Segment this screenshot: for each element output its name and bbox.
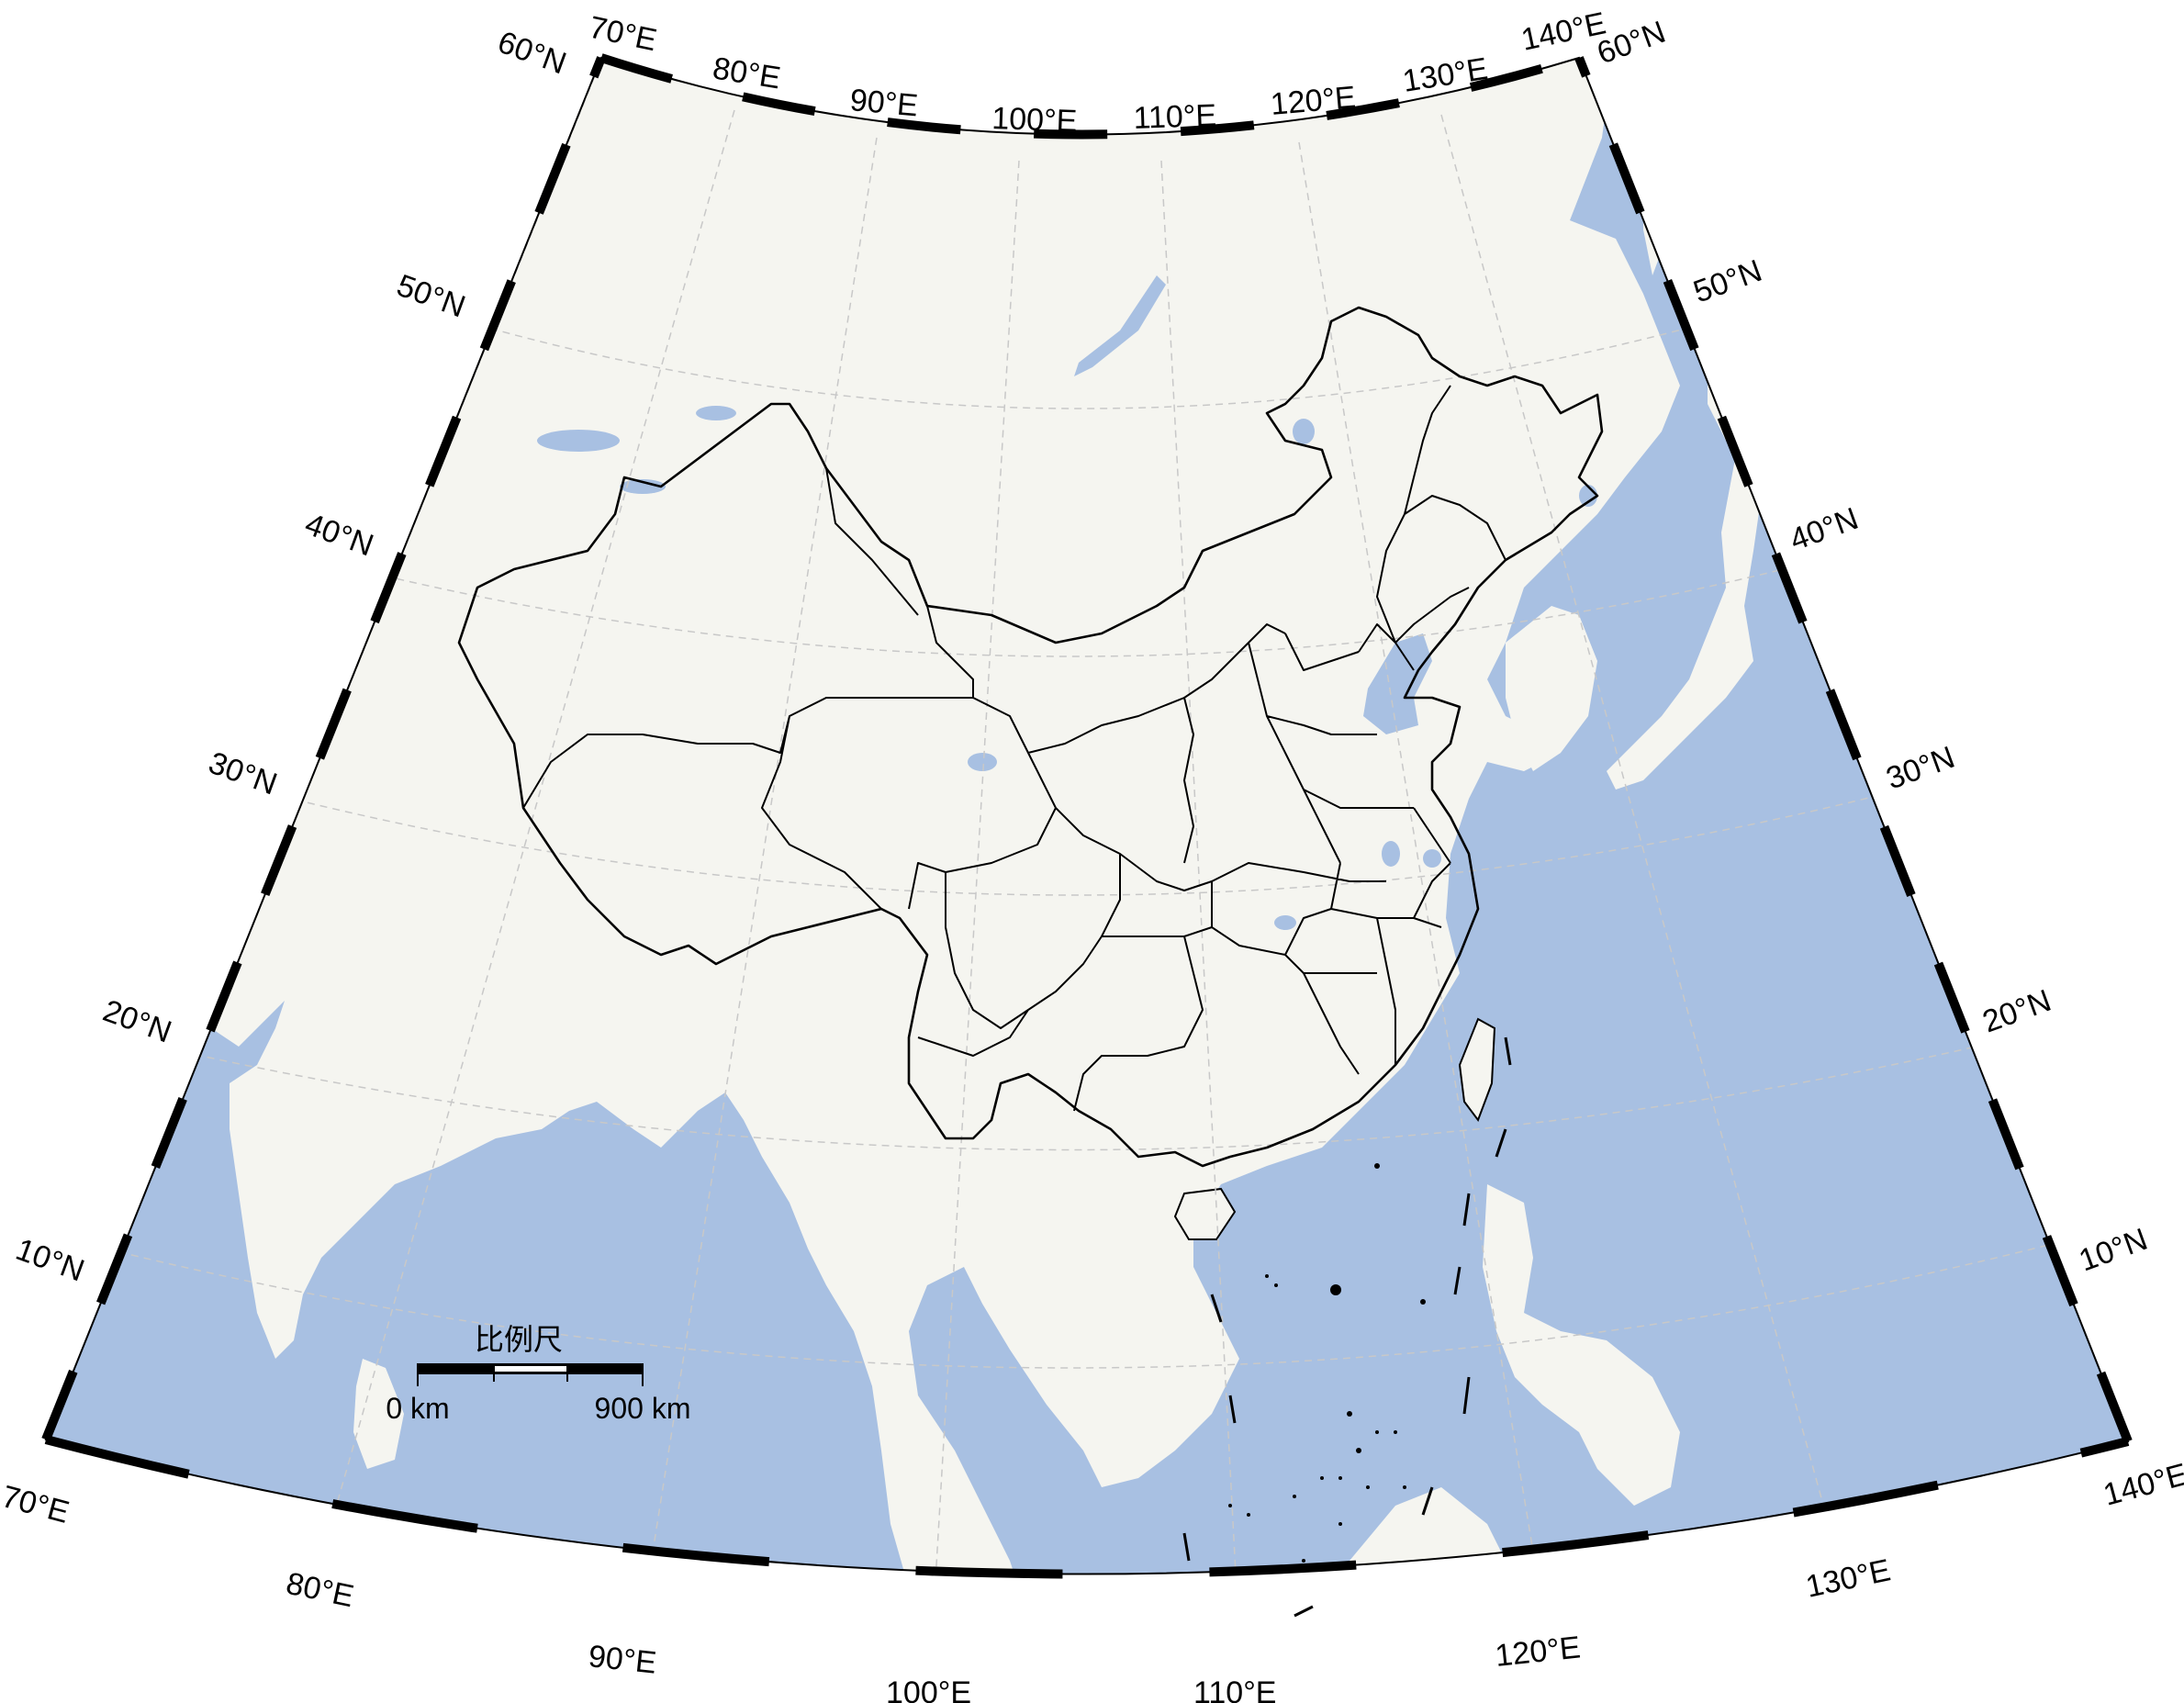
lake-zaysan [696, 406, 736, 420]
lon-label-top-110: 110°E [1133, 98, 1217, 136]
lat-label-right-50: 50°N [1689, 253, 1766, 310]
lake-balkhash [537, 430, 620, 452]
china-borders [457, 306, 1604, 1168]
bohai-sea [1363, 633, 1432, 734]
scale-bar: 比例尺 0 km 900 km [386, 1322, 690, 1425]
land-hainan [1173, 1187, 1237, 1240]
lon-label-80: 80°E [283, 1566, 356, 1615]
lon-label-100: 100°E [886, 1675, 971, 1703]
scale-bar-title: 比例尺 [475, 1322, 563, 1357]
lat-label-left-30: 30°N [204, 745, 281, 802]
lat-label-right-40: 40°N [1786, 501, 1863, 558]
lat-label-right-20: 20°N [1978, 983, 2055, 1040]
lat-label-left-40: 40°N [300, 507, 377, 564]
lon-label-110: 110°E [1193, 1675, 1276, 1703]
scale-bar-end-label: 900 km [595, 1392, 691, 1425]
lon-label-top-100: 100°E [991, 101, 1078, 139]
nine-dash-line [1182, 1036, 1512, 1618]
lake-issyk-kul [620, 479, 666, 494]
lake-baikal [1074, 275, 1166, 376]
land-sri-lanka [353, 1359, 404, 1469]
lon-label-70: 70°E [0, 1479, 73, 1530]
lon-label-130: 130°E [1803, 1552, 1894, 1605]
land-korea [1506, 606, 1597, 771]
lon-label-top-90: 90°E [848, 83, 919, 123]
lon-label-top-80: 80°E [711, 50, 783, 95]
lon-label-top-120: 120°E [1269, 80, 1357, 122]
scale-bar-start-label: 0 km [386, 1392, 449, 1425]
lon-label-top-140: 140°E [1518, 6, 1609, 58]
lake-poyang [1382, 841, 1400, 867]
lat-label-left-20: 20°N [98, 993, 175, 1050]
lon-label-90: 90°E [587, 1639, 658, 1681]
lat-label-left-60: 60°N [493, 25, 570, 82]
map-frame [41, 53, 2133, 1579]
province-lines [522, 385, 1506, 1112]
lat-label-right-10: 10°N [2075, 1222, 2152, 1279]
china-outline [457, 306, 1604, 1168]
land-philippines [1483, 1184, 1680, 1506]
lat-label-right-30: 30°N [1882, 740, 1959, 797]
lon-label-120: 120°E [1494, 1630, 1582, 1674]
lake-dongting [1274, 915, 1296, 930]
lon-label-140: 140°E [2100, 1457, 2184, 1513]
lon-label-top-70: 70°E [586, 10, 659, 59]
lake-hulun [1293, 419, 1315, 444]
lon-labels-top: 70°E 80°E 90°E 100°E 110°E 120°E 130°E 1… [586, 6, 1608, 139]
south-sea-islands [1228, 1163, 1426, 1563]
lake-qinghai [968, 753, 997, 771]
lat-label-left-50: 50°N [392, 268, 469, 325]
lat-label-left-10: 10°N [11, 1232, 88, 1289]
land-taiwan [1458, 1017, 1496, 1123]
land-japan [1607, 459, 1763, 790]
lake-tai [1423, 849, 1441, 868]
